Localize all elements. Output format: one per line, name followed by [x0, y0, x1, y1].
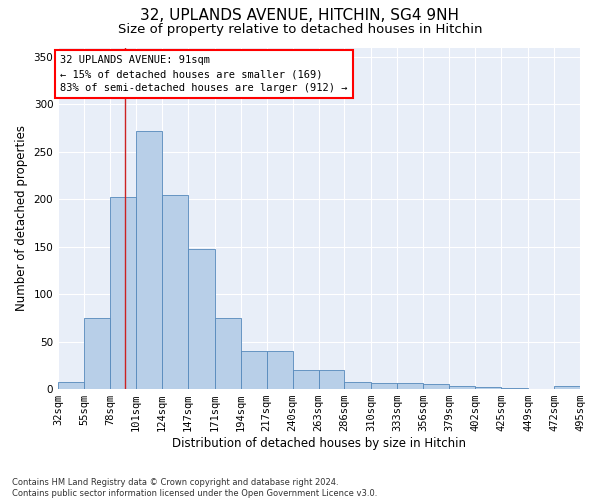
Bar — [554, 386, 580, 389]
Bar — [475, 387, 501, 389]
Bar — [241, 351, 266, 389]
Text: Size of property relative to detached houses in Hitchin: Size of property relative to detached ho… — [118, 22, 482, 36]
X-axis label: Distribution of detached houses by size in Hitchin: Distribution of detached houses by size … — [172, 437, 466, 450]
Bar — [110, 198, 136, 389]
Bar — [371, 384, 397, 389]
Bar — [293, 370, 319, 389]
Bar — [344, 382, 371, 389]
Bar — [84, 318, 110, 389]
Bar — [266, 351, 293, 389]
Bar — [501, 388, 528, 389]
Bar — [215, 318, 241, 389]
Bar — [424, 384, 449, 389]
Bar — [319, 370, 344, 389]
Bar — [397, 384, 424, 389]
Bar — [58, 382, 84, 389]
Bar — [136, 131, 162, 389]
Bar — [188, 248, 215, 389]
Text: 32, UPLANDS AVENUE, HITCHIN, SG4 9NH: 32, UPLANDS AVENUE, HITCHIN, SG4 9NH — [140, 8, 460, 22]
Text: Contains HM Land Registry data © Crown copyright and database right 2024.
Contai: Contains HM Land Registry data © Crown c… — [12, 478, 377, 498]
Y-axis label: Number of detached properties: Number of detached properties — [15, 126, 28, 312]
Bar — [449, 386, 475, 389]
Bar — [162, 194, 188, 389]
Text: 32 UPLANDS AVENUE: 91sqm
← 15% of detached houses are smaller (169)
83% of semi-: 32 UPLANDS AVENUE: 91sqm ← 15% of detach… — [61, 55, 348, 93]
